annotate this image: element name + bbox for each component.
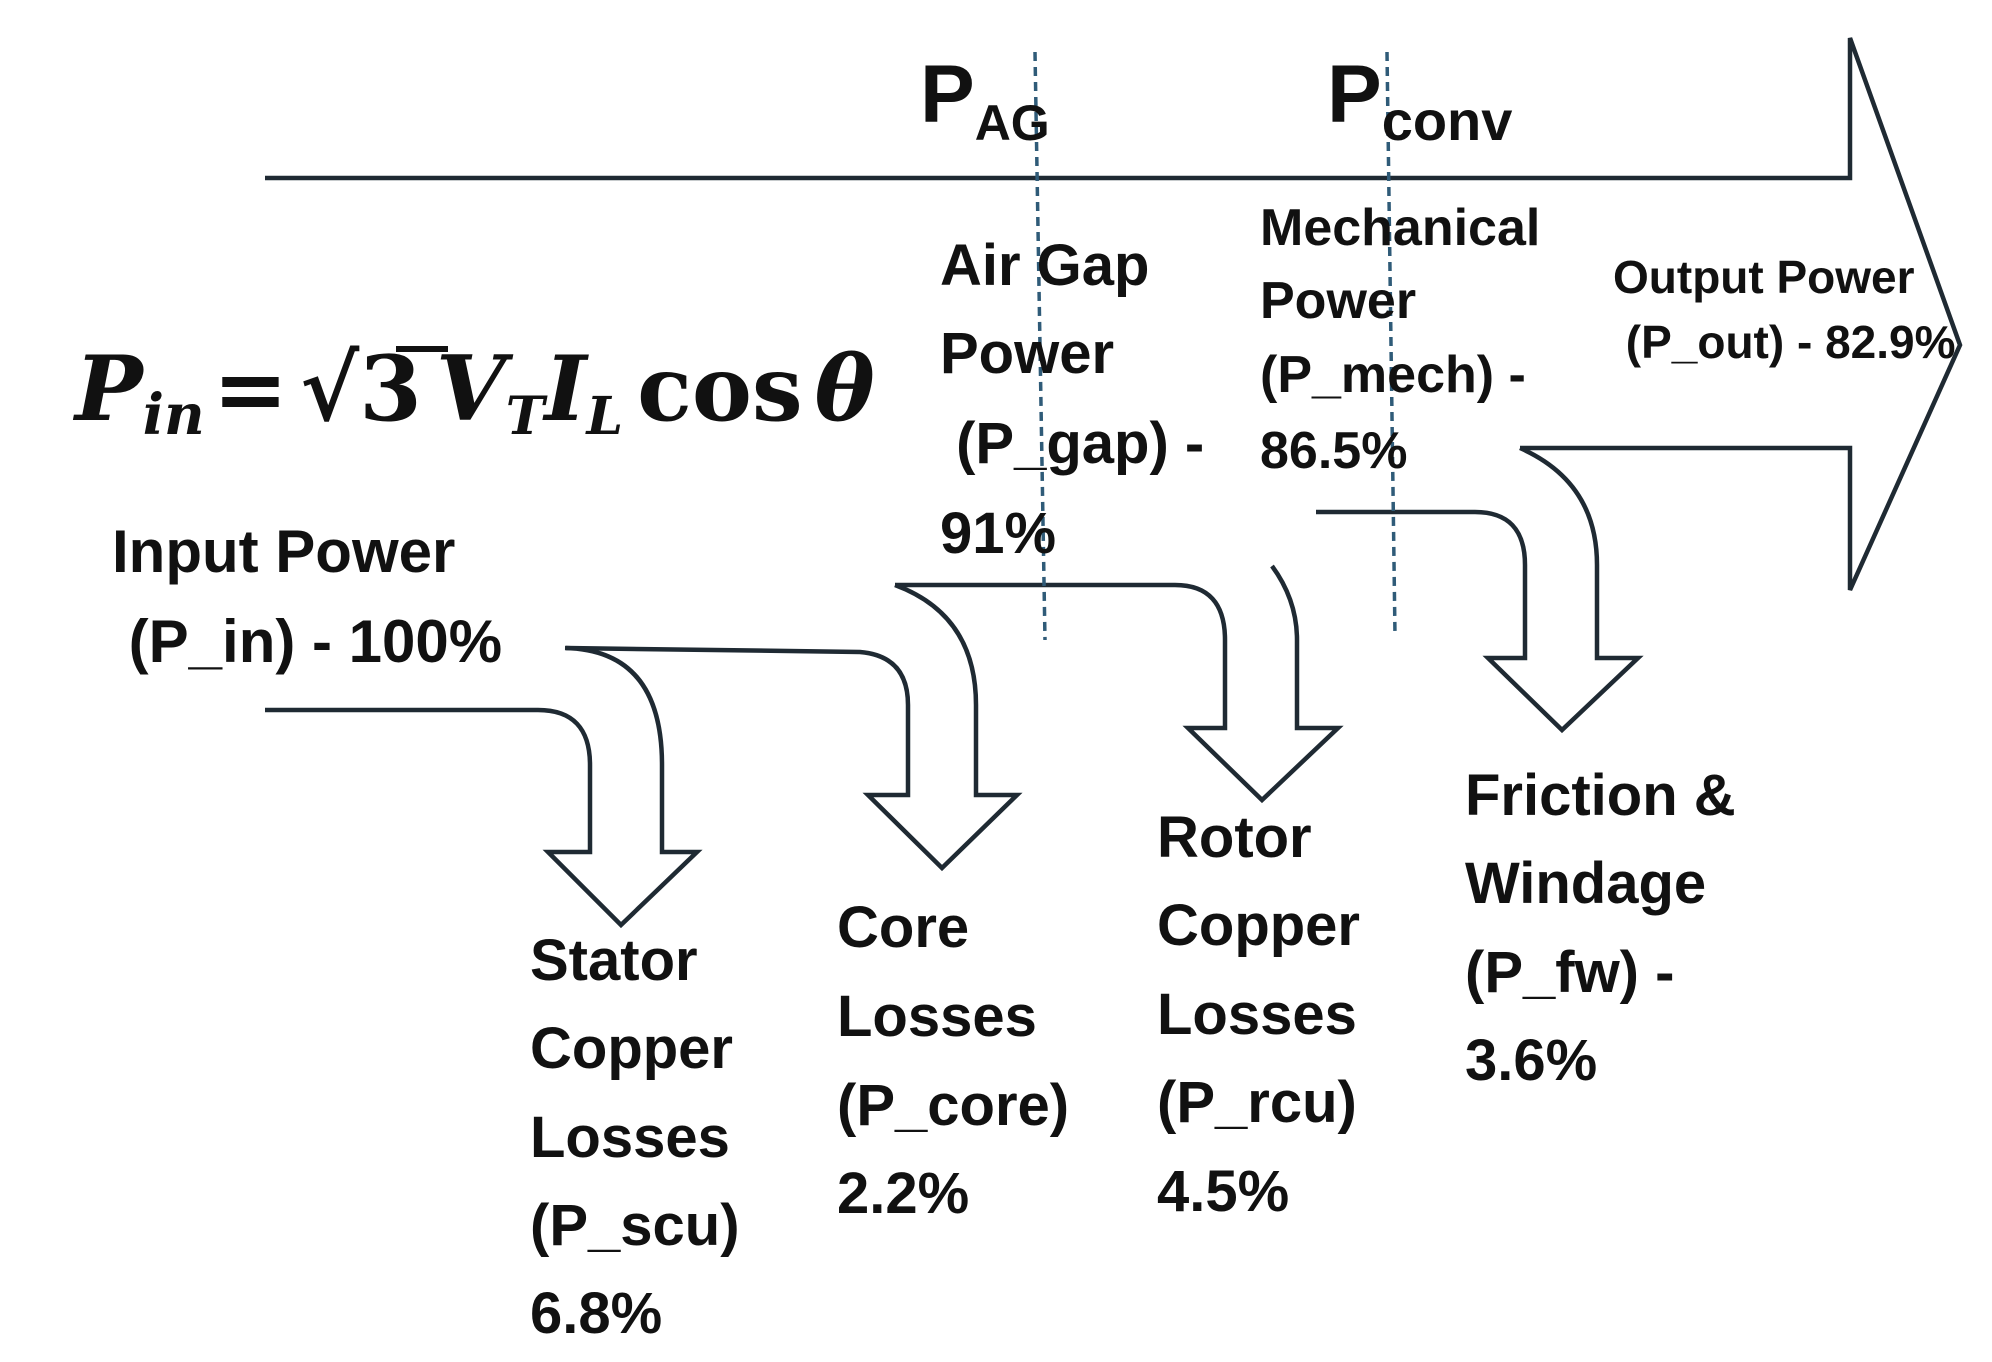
output-power-line-1: Output Power: [1613, 251, 1915, 303]
conversion-point-label: Pconv: [1327, 49, 1512, 152]
core-line-1: Core: [837, 895, 969, 960]
rotor-line-2: Copper: [1157, 893, 1360, 958]
eq-p-symbol: P: [72, 336, 145, 442]
core-line-3: (P_core): [837, 1073, 1069, 1138]
air-gap-power-label: Air Gap Power (P_gap) - 91%: [940, 233, 1220, 566]
mechanical-line-2: Power: [1260, 272, 1416, 330]
main-power-flow-arrow: [265, 37, 1963, 591]
conversion-dashed-line: [1385, 51, 1397, 636]
mechanical-power-label: Mechanical Power (P_mech) - 86.5%: [1260, 199, 1555, 480]
friction-windage-loss-arrow: [1316, 445, 1644, 734]
air-gap-point-main: P: [920, 49, 975, 140]
core-loss-arrow: [565, 582, 1023, 872]
conversion-point-main: P: [1327, 49, 1382, 140]
stator-line-5: 6.8%: [530, 1281, 662, 1346]
eq-root-sign: √: [300, 336, 360, 442]
air-gap-line-3: (P_gap) -: [940, 411, 1204, 476]
input-power-label: Input Power (P_in) - 100%: [112, 518, 502, 675]
friction-line-2: Windage: [1465, 851, 1706, 916]
eq-i-subscript: L: [585, 386, 624, 447]
input-power-line-2: (P_in) - 100%: [112, 608, 502, 675]
eq-cos: cos: [637, 336, 803, 442]
rotor-line-3: Losses: [1157, 982, 1357, 1047]
air-gap-line-1: Air Gap: [940, 233, 1150, 298]
output-power-label: Output Power (P_out) - 82.9%: [1613, 251, 1956, 368]
output-power-line-2: (P_out) - 82.9%: [1613, 316, 1956, 368]
air-gap-dashed-line: [1033, 51, 1047, 641]
stator-line-3: Losses: [530, 1105, 730, 1170]
core-line-4: 2.2%: [837, 1161, 969, 1226]
input-power-equation: Pin= √3 VTIL cos θ: [72, 336, 875, 448]
rotor-line-4: (P_rcu): [1157, 1070, 1357, 1135]
air-gap-line-2: Power: [940, 321, 1114, 386]
stator-line-4: (P_scu): [530, 1193, 740, 1258]
stator-loss-label: Stator Copper Losses (P_scu) 6.8%: [530, 928, 756, 1346]
stator-line-1: Stator: [530, 928, 698, 993]
conversion-point-subscript: conv: [1382, 89, 1513, 152]
core-loss-label: Core Losses (P_core) 2.2%: [837, 895, 1085, 1226]
eq-p-subscript: in: [143, 382, 205, 448]
rotor-loss-label: Rotor Copper Losses (P_rcu) 4.5%: [1157, 805, 1376, 1224]
friction-line-1: Friction &: [1465, 763, 1736, 828]
friction-windage-loss-label: Friction & Windage (P_fw) - 3.6%: [1465, 763, 1752, 1093]
air-gap-point-label: PAG: [920, 49, 1050, 151]
core-line-2: Losses: [837, 984, 1037, 1049]
rotor-line-5: 4.5%: [1157, 1159, 1289, 1224]
eq-theta: θ: [815, 336, 875, 442]
eq-v-subscript: T: [506, 386, 548, 447]
eq-v-symbol: V: [436, 336, 514, 442]
air-gap-line-4: 91%: [940, 501, 1056, 566]
friction-line-3: (P_fw) -: [1465, 940, 1674, 1005]
input-power-line-1: Input Power: [112, 518, 455, 585]
stator-line-2: Copper: [530, 1016, 733, 1081]
rotor-line-1: Rotor: [1157, 805, 1312, 870]
stator-loss-arrow: [265, 645, 703, 929]
eq-root-value: 3: [359, 336, 422, 442]
mechanical-line-1: Mechanical: [1260, 199, 1540, 257]
eq-i-symbol: I: [541, 336, 589, 442]
friction-line-4: 3.6%: [1465, 1028, 1597, 1093]
eq-root-overbar: [396, 346, 448, 352]
eq-equals-sign: =: [213, 336, 288, 442]
air-gap-point-subscript: AG: [975, 95, 1050, 151]
mechanical-line-3: (P_mech) -: [1260, 346, 1526, 404]
mechanical-line-4: 86.5%: [1260, 422, 1407, 480]
rotor-loss-arrow: [895, 564, 1344, 804]
